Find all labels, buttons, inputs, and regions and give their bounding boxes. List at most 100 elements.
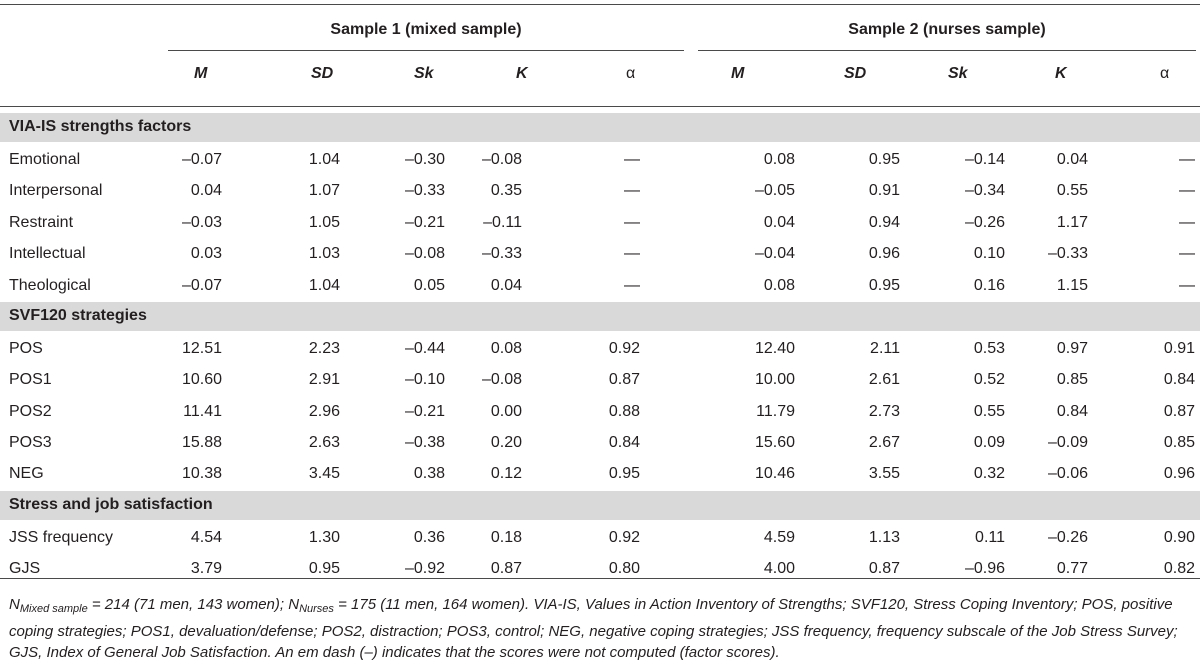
table-cell: 1.05 [308,213,340,231]
table-cell: 4.59 [763,528,795,546]
row-label: Interpersonal [9,182,103,200]
footnote-n-text-1: = 214 (71 men, 143 women); [87,596,289,613]
row-label: JSS frequency [9,528,114,546]
table-cell: 1.03 [308,245,340,263]
table-cell: –0.33 [1047,245,1088,263]
table-cell: 0.32 [973,465,1005,483]
table-cell: –0.26 [1047,528,1088,546]
table-cell: — [624,150,640,168]
row-label: Restraint [9,213,74,231]
row-label: POS3 [9,434,52,451]
table-cell: –0.11 [483,213,522,231]
table-cell: 15.60 [754,434,795,451]
table-cell: 1.04 [308,276,340,294]
table-cell: –0.30 [404,150,445,168]
table-cell: 0.05 [413,276,445,294]
table-cell: 0.20 [490,434,522,451]
table-cell: 0.04 [1056,150,1088,168]
section-title: SVF120 strategies [9,306,147,324]
table-cell: 0.84 [608,434,640,451]
section-header-band: Stress and job satisfaction [0,490,1200,520]
table-cell: 0.11 [975,528,1005,546]
table-cell: — [624,245,640,263]
table-cell: –0.08 [481,371,522,389]
table-cell: 1.04 [308,150,340,168]
table-cell: 0.36 [413,528,445,546]
table-row: POS3 15.88 2.63 –0.38 0.20 0.84 15.60 2.67 0.09 –… [0,428,1200,457]
table-cell: — [1179,213,1195,231]
group-header-sample-1: Sample 1 (mixed sample) [330,21,522,38]
table-cell: 0.91 [1163,339,1195,357]
table-cell: 10.00 [754,371,795,389]
table-cell: 1.15 [1056,276,1088,294]
table-cell: –0.34 [964,182,1005,200]
col-header-sk-2: Sk [948,65,968,82]
table-cell: –0.44 [404,339,445,357]
table-cell: 0.85 [1056,371,1088,389]
table-cell: 10.60 [181,371,222,389]
table-cell: 2.67 [868,434,900,451]
table-cell: 10.38 [181,465,222,483]
footnote-n-label-1: N [9,596,20,613]
table-cell: 0.87 [608,371,640,389]
row-label: POS [9,339,43,357]
table-row: Intellectual 0.03 1.03 –0.08 –0.33 — –0.04 0.96… [0,239,1200,268]
table-cell: 1.07 [308,182,340,200]
table-cell: 2.11 [870,339,900,357]
table-cell: 0.95 [308,560,340,578]
table-cell: 0.97 [1056,339,1088,357]
table-cell: 12.40 [754,339,795,357]
table-cell: 0.82 [1163,560,1195,578]
table-cell: –0.08 [481,150,522,168]
table-cell: 11.41 [183,402,222,420]
table-cell: — [1179,182,1195,200]
table-bottom-rule [0,578,1200,579]
table-cell: 0.88 [608,402,640,420]
table-row: POS 12.51 2.23 –0.44 0.08 0.92 12.40 2.11 0.53 0.… [0,334,1200,363]
table-cell: 4.54 [190,528,222,546]
table-cell: 1.13 [868,528,900,546]
col-header-sk-1: Sk [414,65,434,82]
table-cell: –0.03 [181,213,222,231]
section-header-band: VIA-IS strengths factors [0,113,1200,142]
table-cell: 2.23 [308,339,340,357]
table-cell: 0.53 [973,339,1005,357]
table-cell: 0.55 [1056,182,1088,200]
table-cell: 0.10 [973,245,1005,263]
table-cell: 0.87 [868,560,900,578]
table-cell: 2.96 [308,402,340,420]
table-cell: 12.51 [181,339,222,357]
table-cell: — [624,182,640,200]
table-cell: –0.21 [404,402,445,420]
table-cell: 2.63 [308,434,340,451]
table-cell: 0.80 [608,560,640,578]
table-cell: 0.08 [763,150,795,168]
footnote-n-sub-2: Nurses [299,603,334,615]
table-top-rule [0,4,1200,5]
table-cell: — [624,213,640,231]
table-cell: –0.14 [964,150,1005,168]
table-cell: 0.84 [1163,371,1195,389]
table-cell: –0.04 [754,245,795,263]
table-cell: –0.96 [964,560,1005,578]
table-cell: –0.09 [1047,434,1088,451]
table-cell: –0.07 [181,150,222,168]
col-header-m-1: M [194,65,208,82]
table-cell: 1.30 [308,528,340,546]
table-cell: 0.87 [1163,402,1195,420]
footnote-n-label-2: N [288,596,300,613]
table-cell: 0.90 [1163,528,1195,546]
table-cell: 3.55 [868,465,900,483]
table-cell: 0.00 [490,402,522,420]
table-cell: 0.52 [973,371,1005,389]
table-cell: — [1179,150,1195,168]
table-cell: 0.95 [608,465,640,483]
table-cell: –0.33 [404,182,445,200]
table-row: Emotional –0.07 1.04 –0.30 –0.08 — 0.08 0.95 –0.… [0,145,1200,174]
table-cell: 0.12 [490,465,522,483]
group-underline-sample-1 [168,50,684,51]
footnote-n-text-2: = 175 (11 men, 164 women). VIA-IS, Value… [9,596,1178,661]
table-cell: 0.95 [868,150,900,168]
table-cell: 0.92 [608,528,640,546]
